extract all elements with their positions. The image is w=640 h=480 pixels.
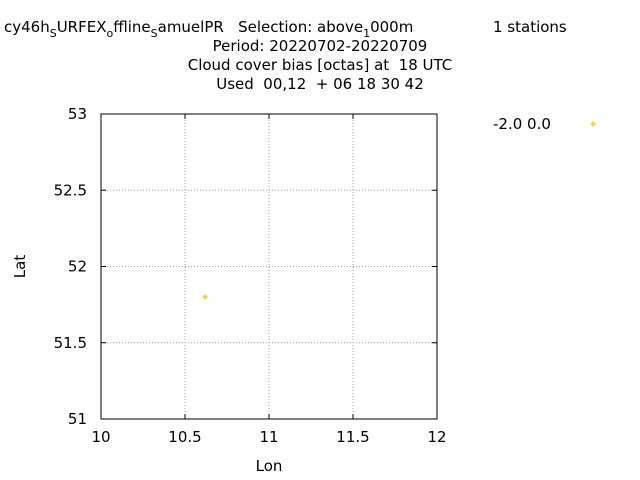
used-line: Used 00,12 + 06 18 30 42: [216, 75, 424, 93]
grid-layer: [101, 114, 437, 419]
stations-count: 1 stations: [493, 18, 567, 36]
legend-label: -2.0 0.0: [493, 115, 551, 133]
y-tick-label: 51: [68, 410, 87, 428]
chart-subtitle-block: Period: 20220702-20220709 Cloud cover bi…: [0, 37, 640, 94]
chart-title-line-1: cy46hSURFEXofflineSamuelPR Selection: ab…: [4, 18, 414, 40]
x-tick-label: 12: [427, 428, 446, 446]
x-axis-label: Lon: [256, 457, 283, 475]
y-tick-label: 53: [68, 105, 87, 123]
y-axis-label: Lat: [11, 255, 29, 279]
x-tick-label: 11.5: [336, 428, 369, 446]
data-point: [202, 294, 209, 300]
parameter-line: Cloud cover bias [octas] at 18 UTC: [187, 56, 453, 74]
x-tick-label: 10: [91, 428, 110, 446]
y-tick-label: 51.5: [54, 334, 87, 352]
x-tick-label: 10.5: [168, 428, 201, 446]
legend: -2.0 0.0: [493, 115, 596, 133]
legend-marker: [590, 121, 596, 127]
y-tick-label: 52.5: [54, 181, 87, 199]
ticks-layer: 10 10.5 11 11.5 12 51 51.5 52 52.5 53: [54, 105, 447, 446]
period-line: Period: 20220702-20220709: [212, 37, 428, 55]
x-tick-label: 11: [259, 428, 278, 446]
points-layer: [202, 294, 209, 300]
y-tick-label: 52: [68, 258, 87, 276]
